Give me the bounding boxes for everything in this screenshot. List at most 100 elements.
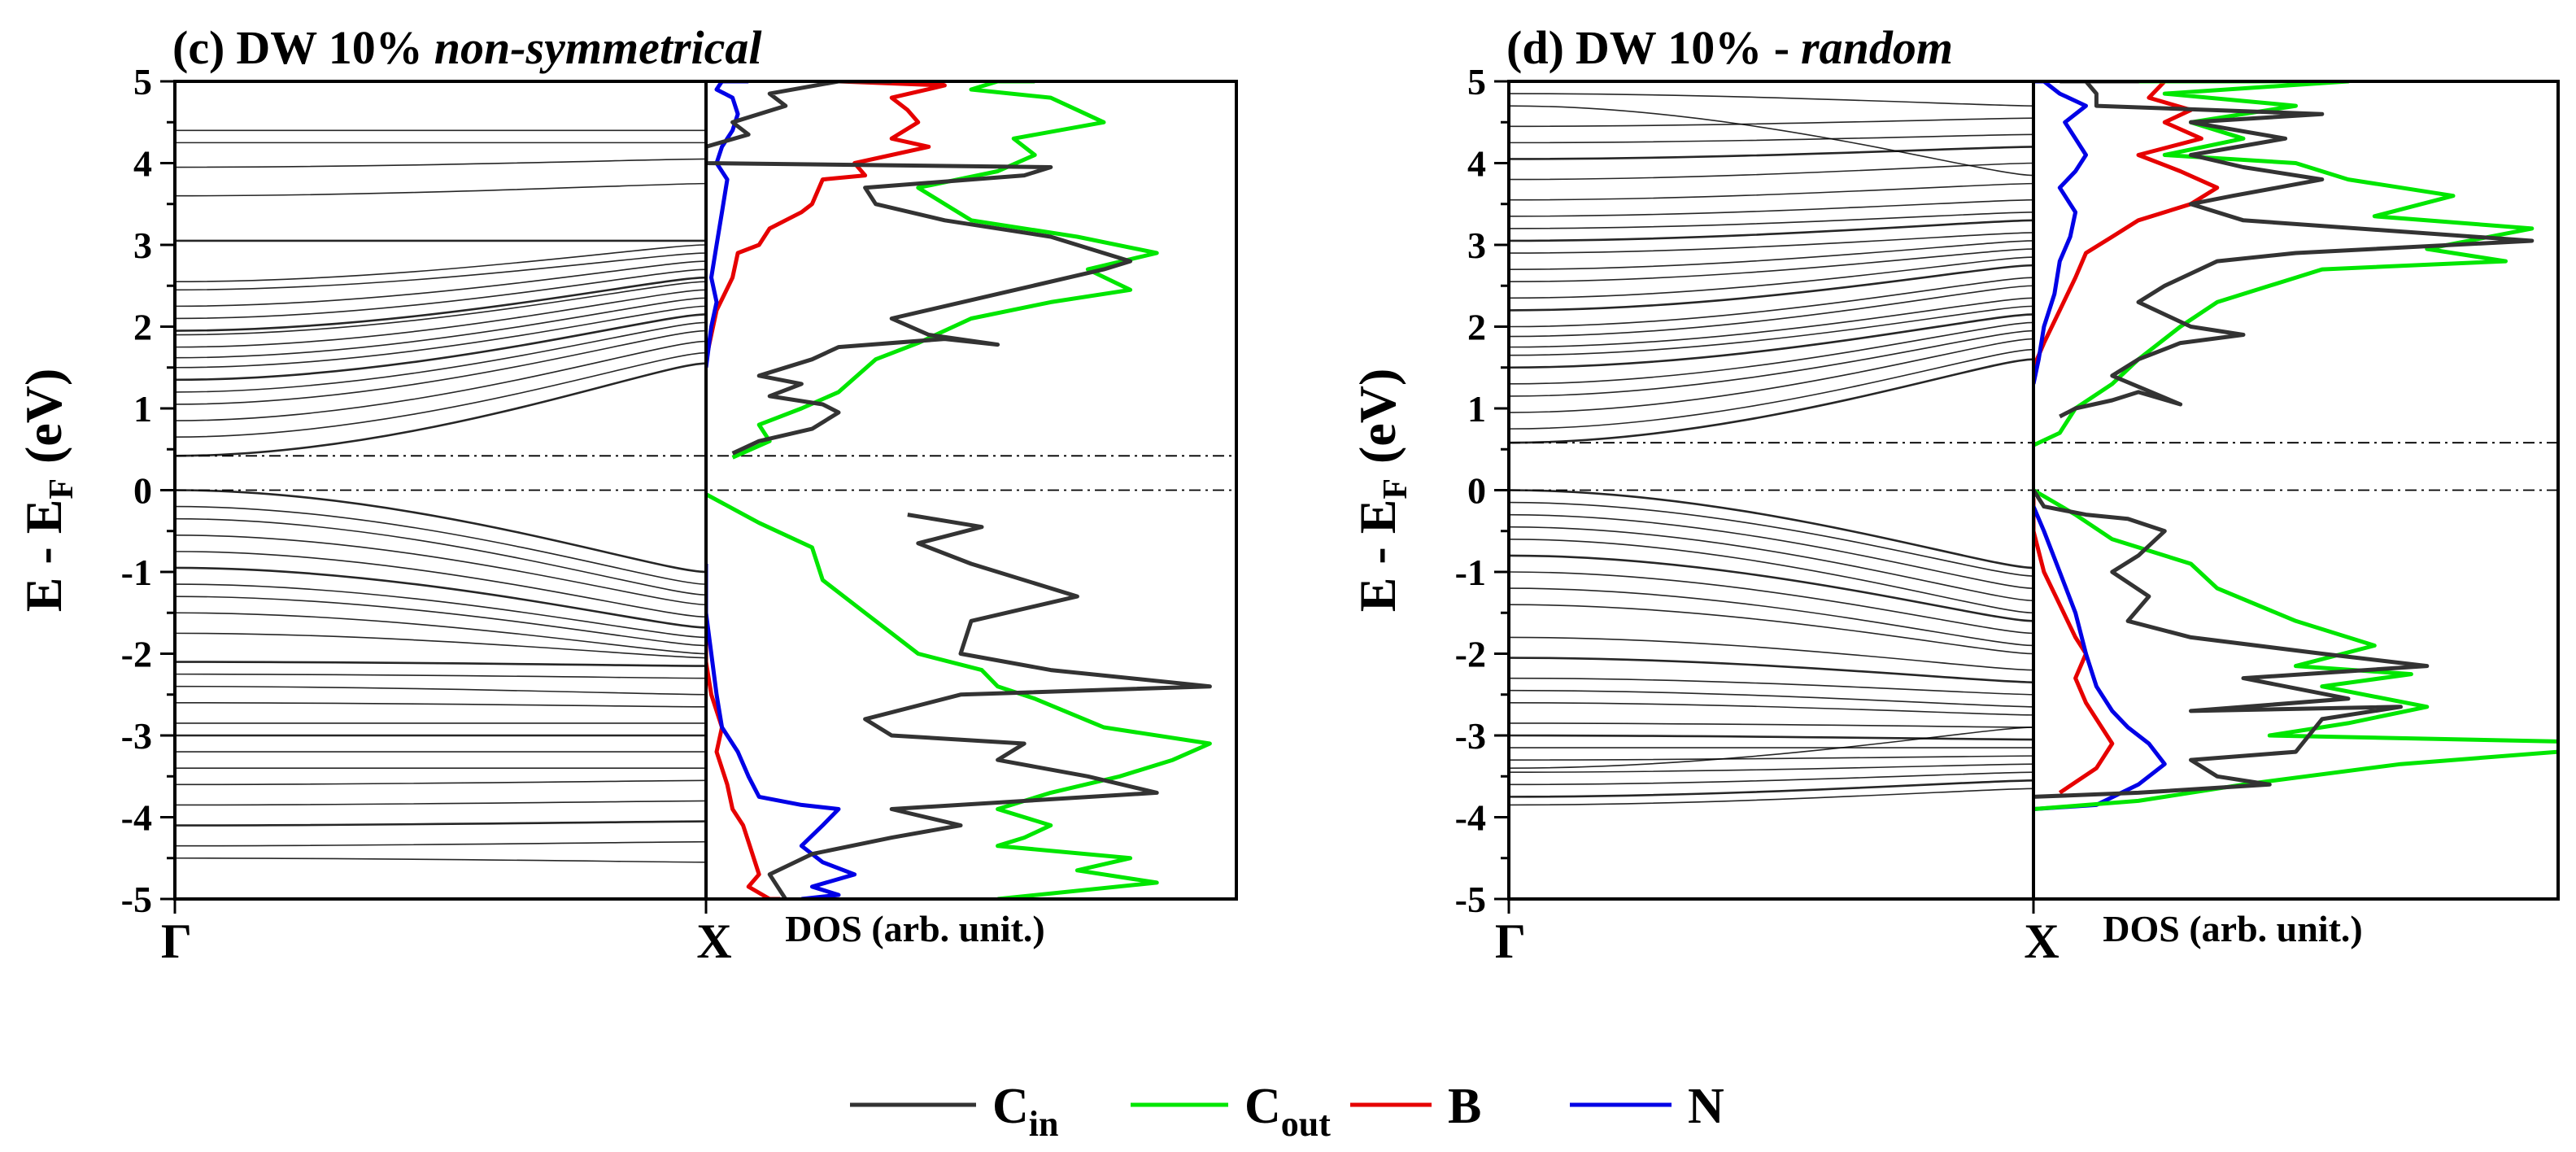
- band-line: [1509, 657, 2033, 683]
- band-line: [175, 297, 706, 359]
- band-line: [1509, 105, 2033, 177]
- band-line: [175, 534, 706, 605]
- band-line: [1509, 212, 2033, 229]
- band-line: [1509, 277, 2033, 328]
- y-tick-label: -5: [121, 879, 152, 920]
- band-line: [175, 612, 706, 655]
- y-tick-label: -3: [1455, 715, 1486, 757]
- band-line: [175, 321, 706, 393]
- legend-label-main: N: [1688, 1079, 1724, 1134]
- title-italic: random: [1801, 21, 1953, 74]
- band-line: [175, 857, 706, 863]
- band-line: [1509, 727, 2033, 769]
- band-line: [175, 158, 706, 168]
- y-tick-label: -2: [121, 634, 152, 675]
- legend-label-sub: out: [1281, 1104, 1331, 1144]
- legend-label-main: B: [1448, 1079, 1481, 1134]
- band-line: [175, 313, 706, 382]
- band-line: [1509, 313, 2033, 369]
- band-line: [1509, 240, 2033, 270]
- band-line: [1509, 755, 2033, 761]
- band-line: [1509, 256, 2033, 299]
- band-line: [1509, 338, 2033, 413]
- title-plain: DW 10%: [236, 21, 422, 74]
- y-tick-label: 4: [1467, 143, 1486, 185]
- y-tick-label: 2: [1467, 307, 1486, 348]
- band-line: [1509, 329, 2033, 397]
- y-tick-label: 1: [1467, 388, 1486, 430]
- dos-axis-label: DOS (arb. unit.): [2103, 908, 2362, 949]
- band-line: [175, 260, 706, 308]
- band-structure: [1509, 93, 2033, 806]
- band-line: [1509, 285, 2033, 338]
- dos-series-c-in: [2033, 81, 2535, 799]
- band-line: [1509, 763, 2033, 774]
- band-line: [175, 305, 706, 369]
- legend: Cin Cout B N: [850, 1079, 1724, 1144]
- y-tick-label: 5: [133, 61, 152, 103]
- band-line: [1509, 636, 2033, 671]
- band-line: [1509, 526, 2033, 601]
- band-line: [1509, 199, 2033, 217]
- ylabel-unit: (eV): [1349, 369, 1406, 464]
- band-line: [175, 252, 706, 291]
- band-line: [1509, 182, 2033, 201]
- panel-1: 5 4 3 2 1 0 -1 -2 -3 -4 -5Γ X DOS (arb. unit.) (d) DW …: [1349, 21, 2560, 968]
- dos-series-b: [2033, 81, 2220, 795]
- band-line: [175, 289, 706, 348]
- band-line: [1509, 146, 2033, 160]
- band-line: [1509, 117, 2033, 128]
- band-line: [175, 517, 706, 596]
- band-line: [175, 489, 706, 574]
- band-line: [1509, 513, 2033, 589]
- y-tick-label: 2: [133, 307, 152, 348]
- y-tick-label: 0: [1467, 470, 1486, 512]
- band-line: [175, 505, 706, 585]
- band-line: [1509, 587, 2033, 647]
- k-point-gamma: Γ: [161, 914, 192, 968]
- dos-series-c-out: [706, 81, 1212, 899]
- y-tick-label: -3: [121, 715, 152, 757]
- band-line: [1509, 489, 2033, 569]
- k-point-x: X: [696, 914, 731, 968]
- legend-label: B: [1448, 1079, 1481, 1134]
- band-line: [1509, 722, 2033, 728]
- band-line: [175, 566, 706, 629]
- band-line: [1509, 554, 2033, 622]
- panel-letter: (d): [1506, 21, 1564, 74]
- panel-0: 5 4 3 2 1 0 -1 -2 -3 -4 -5Γ X DOS (arb. unit.) (c) DW …: [15, 21, 1238, 968]
- panel-title: (d) DW 10% - random: [1506, 21, 1953, 74]
- dos-series-c-out: [2033, 81, 2558, 811]
- ylabel-sub: F: [1377, 478, 1414, 500]
- band-line: [1509, 162, 2033, 181]
- band-line: [1509, 771, 2033, 786]
- y-tick-label: 1: [133, 388, 152, 430]
- band-line: [175, 583, 706, 639]
- band-line: [175, 244, 706, 283]
- band-line: [175, 779, 706, 786]
- title-plain: DW 10% -: [1576, 21, 1789, 74]
- band-line: [175, 632, 706, 659]
- dos-axis-label: DOS (arb. unit.): [785, 908, 1044, 949]
- y-tick-label: -4: [1455, 797, 1486, 839]
- band-line: [175, 276, 706, 332]
- legend-label-main: C: [1244, 1079, 1281, 1134]
- band-line: [1509, 297, 2033, 348]
- band-line: [1509, 702, 2033, 716]
- ylabel-sub: F: [43, 478, 81, 500]
- band-line: [1509, 264, 2033, 312]
- y-tick-label: -4: [121, 797, 152, 839]
- band-line: [175, 661, 706, 667]
- band-line: [175, 685, 706, 696]
- band-line: [1509, 93, 2033, 107]
- dos-series-n: [706, 81, 857, 899]
- y-tick-label: 4: [133, 143, 152, 185]
- ylabel-main: E - E: [15, 500, 72, 613]
- band-line: [1509, 305, 2033, 356]
- band-line: [1509, 677, 2033, 696]
- legend-label: N: [1688, 1079, 1724, 1134]
- band-line: [1509, 219, 2033, 242]
- band-line: [1509, 358, 2033, 444]
- band-line: [1509, 539, 2033, 614]
